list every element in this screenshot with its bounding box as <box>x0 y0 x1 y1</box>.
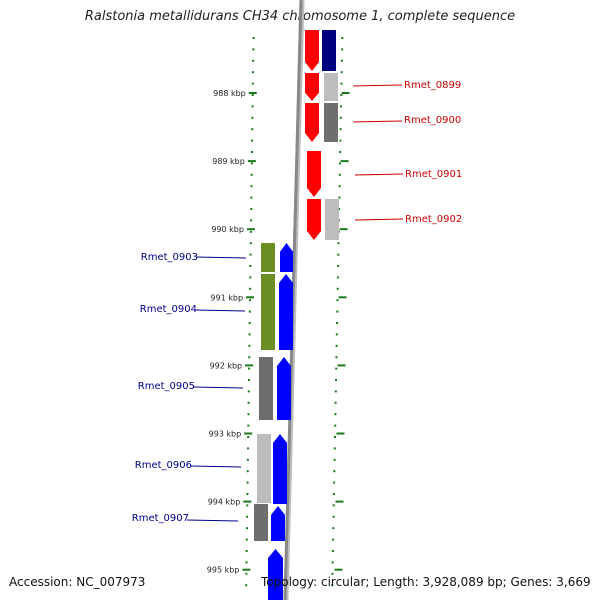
gene-arrow-forward <box>305 73 319 101</box>
gene-arrow-reverse <box>279 274 293 350</box>
gene-box-forward <box>324 73 338 101</box>
gene-label-rmet_0899: Rmet_0899 <box>404 80 461 91</box>
gene-leader-line <box>354 173 404 176</box>
gene-box-reverse <box>261 243 275 272</box>
accession-text: Accession: NC_007973 <box>9 575 146 589</box>
gene-arrow-reverse <box>271 506 285 541</box>
kbp-tick-label: 992 kbp <box>210 361 243 370</box>
gene-box-forward <box>324 103 338 142</box>
gene-label-rmet_0903: Rmet_0903 <box>141 252 198 263</box>
gene-arrow-forward <box>307 199 321 240</box>
gene-label-rmet_0902: Rmet_0902 <box>405 214 462 225</box>
gene-arrow-forward <box>307 151 321 197</box>
gene-arrow-reverse <box>280 243 293 272</box>
kbp-tick-label: 994 kbp <box>208 498 241 507</box>
gene-label-rmet_0900: Rmet_0900 <box>404 115 461 126</box>
gene-label-rmet_0905: Rmet_0905 <box>138 381 195 392</box>
gene-leader-line <box>189 465 242 468</box>
gene-arrow-reverse <box>277 357 291 420</box>
gene-box-forward <box>322 30 336 71</box>
gene-arrow-reverse <box>273 434 287 504</box>
summary-text: Topology: circular; Length: 3,928,089 bp… <box>261 575 591 589</box>
gene-box-reverse <box>261 274 275 350</box>
tick-layer: 988 kbp 989 kbp 990 kbp 991 kbp 992 kbp 993 k… <box>207 37 350 587</box>
gene-leader-line <box>354 218 404 221</box>
kbp-tick-label: 993 kbp <box>209 430 242 439</box>
gene-leader-line <box>195 256 247 259</box>
kbp-tick-label: 990 kbp <box>211 225 244 234</box>
gene-arrow-forward <box>305 103 319 142</box>
gene-label-rmet_0904: Rmet_0904 <box>140 304 197 315</box>
kbp-tick-label: 991 kbp <box>210 293 243 302</box>
gene-label-rmet_0906: Rmet_0906 <box>135 460 192 471</box>
gene-arrow-forward <box>305 30 319 71</box>
gene-leader-line <box>194 309 246 312</box>
gene-leader-line <box>352 84 403 87</box>
gene-box-reverse <box>254 504 268 541</box>
kbp-tick-label: 988 kbp <box>213 89 246 98</box>
gene-box-forward <box>325 199 339 240</box>
gene-label-rmet_0901: Rmet_0901 <box>405 169 462 180</box>
gene-box-reverse <box>259 357 273 420</box>
gene-leader-line <box>186 519 239 522</box>
gene-leader-line <box>192 386 244 389</box>
gene-box-reverse <box>257 434 271 503</box>
gene-arrow-reverse <box>268 549 283 600</box>
kbp-tick-label: 989 kbp <box>212 157 245 166</box>
feature-layer <box>254 30 339 600</box>
gene-leader-line <box>352 120 403 123</box>
kbp-tick-label: 995 kbp <box>207 566 240 575</box>
gene-label-rmet_0907: Rmet_0907 <box>132 513 189 524</box>
label-layer: Rmet_0899 Rmet_0900 Rmet_0901 Rmet_0902 Rmet… <box>132 80 462 524</box>
